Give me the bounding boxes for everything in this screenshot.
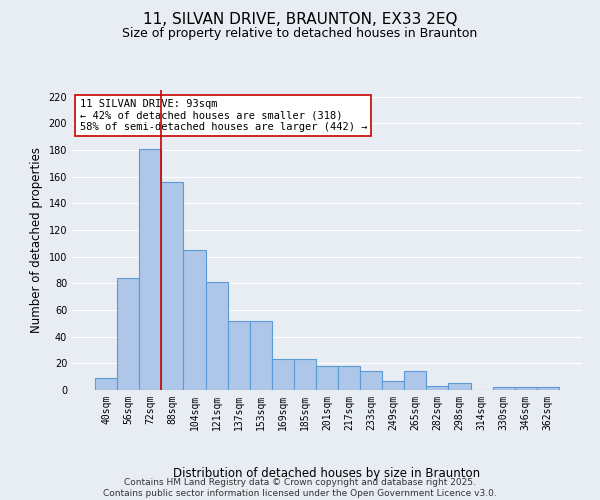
Bar [316, 366, 338, 390]
Bar [206, 282, 227, 390]
Text: Distribution of detached houses by size in Braunton: Distribution of detached houses by size … [173, 467, 481, 480]
Bar [250, 320, 272, 390]
Bar [95, 378, 117, 390]
Text: 11, SILVAN DRIVE, BRAUNTON, EX33 2EQ: 11, SILVAN DRIVE, BRAUNTON, EX33 2EQ [143, 12, 457, 28]
Bar [294, 360, 316, 390]
Bar [448, 384, 470, 390]
Bar [515, 388, 537, 390]
Bar [427, 386, 448, 390]
Bar [338, 366, 360, 390]
Text: 11 SILVAN DRIVE: 93sqm
← 42% of detached houses are smaller (318)
58% of semi-de: 11 SILVAN DRIVE: 93sqm ← 42% of detached… [80, 99, 367, 132]
Y-axis label: Number of detached properties: Number of detached properties [30, 147, 43, 333]
Bar [161, 182, 184, 390]
Bar [227, 320, 250, 390]
Bar [537, 388, 559, 390]
Text: Contains HM Land Registry data © Crown copyright and database right 2025.
Contai: Contains HM Land Registry data © Crown c… [103, 478, 497, 498]
Text: Size of property relative to detached houses in Braunton: Size of property relative to detached ho… [122, 28, 478, 40]
Bar [493, 388, 515, 390]
Bar [382, 380, 404, 390]
Bar [404, 372, 427, 390]
Bar [117, 278, 139, 390]
Bar [360, 372, 382, 390]
Bar [184, 250, 206, 390]
Bar [139, 148, 161, 390]
Bar [272, 360, 294, 390]
